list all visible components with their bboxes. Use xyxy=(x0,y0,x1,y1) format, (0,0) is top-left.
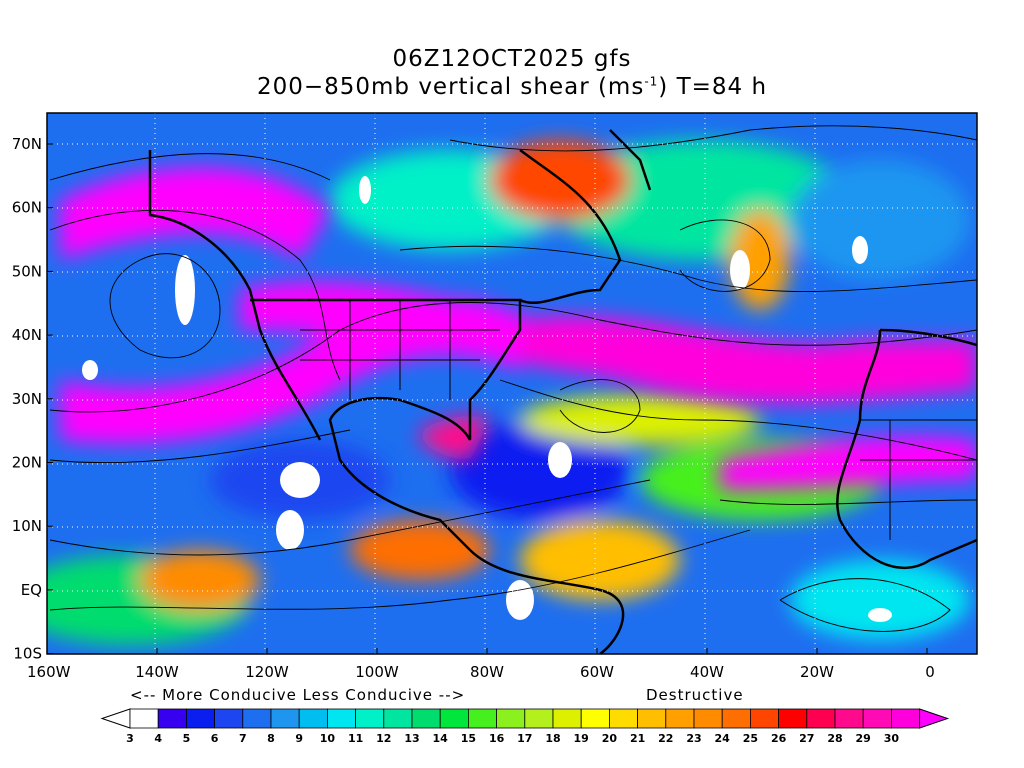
lon-tick-label: 100W xyxy=(355,663,399,681)
map-frame xyxy=(46,112,978,655)
colorbar-swatch xyxy=(326,708,356,729)
colorbar-label: 30 xyxy=(884,732,900,745)
lat-tick-label: EQ xyxy=(21,581,42,599)
colorbar-label: 10 xyxy=(320,732,336,745)
colorbar-swatch xyxy=(778,708,808,729)
longitude-axis: 160W 140W 120W 100W 80W 60W 40W 20W 0 xyxy=(27,663,935,681)
colorbar-label: 15 xyxy=(461,732,476,745)
chart-title-variable: 200−850mb vertical shear (ms-1) T=84 h xyxy=(0,74,1024,100)
lat-tick-label: 10S xyxy=(13,645,42,663)
colorbar-swatch xyxy=(185,708,215,729)
colorbar-swatch xyxy=(524,708,554,729)
lat-tick-label: 40N xyxy=(12,326,42,344)
colorbar-label: 9 xyxy=(295,732,303,745)
colorbar-label: 14 xyxy=(433,732,449,745)
colorbar-swatch xyxy=(157,708,187,729)
colorbar-label: 4 xyxy=(154,732,162,745)
colorbar-label: 26 xyxy=(771,732,787,745)
lat-tick-label: 50N xyxy=(12,262,42,280)
colorbar-label: 27 xyxy=(799,732,814,745)
colorbar-swatch xyxy=(693,708,723,729)
colorbar-swatch xyxy=(383,708,413,729)
lon-tick-label: 20W xyxy=(800,663,834,681)
colorbar-underflow xyxy=(100,708,131,729)
legend-note-destructive: Destructive xyxy=(646,686,744,704)
latitude-axis: 70N 60N 50N 40N 30N 20N 10N EQ 10S xyxy=(12,135,42,663)
lon-tick-label: 40W xyxy=(690,663,724,681)
lon-tick-label: 60W xyxy=(580,663,614,681)
colorbar-swatch xyxy=(355,708,385,729)
lat-tick-label: 60N xyxy=(12,199,42,217)
coastlines xyxy=(148,129,977,654)
colorbar-label: 24 xyxy=(715,732,731,745)
colorbar-label: 23 xyxy=(686,732,701,745)
title-variable-main: 200−850mb vertical shear (ms xyxy=(256,74,645,100)
chart-title-date: 06Z12OCT2025 gfs xyxy=(392,46,632,72)
colorbar-swatch xyxy=(834,708,864,729)
colorbar-label: 19 xyxy=(574,732,589,745)
colorbar-label: 3 xyxy=(126,732,134,745)
lon-tick-label: 0 xyxy=(925,663,935,681)
lat-tick-label: 30N xyxy=(12,390,42,408)
shear-field xyxy=(47,113,977,654)
colorbar-label: 22 xyxy=(658,732,673,745)
colorbar-label: 5 xyxy=(183,732,191,745)
colorbar: 3 4 5 6 7 8 9 10 11 12 13 14 15 16 17 18 19 20 21 22 23 24 25 2… xyxy=(100,708,950,745)
colorbar-swatch xyxy=(467,708,497,729)
legend-note-conducive: <-- More Conducive Less Conducive --> xyxy=(130,686,466,704)
colorbar-swatch xyxy=(721,708,751,729)
title-unit-superscript: -1 xyxy=(644,74,659,89)
colorbar-swatch xyxy=(665,708,695,729)
colorbar-label: 12 xyxy=(376,732,391,745)
colorbar-swatch xyxy=(214,708,244,729)
lat-tick-label: 10N xyxy=(12,517,42,535)
lon-tick-label: 140W xyxy=(135,663,179,681)
lon-tick-label: 120W xyxy=(245,663,289,681)
colorbar-swatch xyxy=(242,708,272,729)
colorbar-swatch xyxy=(862,708,892,729)
colorbar-swatch xyxy=(891,708,921,729)
colorbar-swatch xyxy=(580,708,610,729)
lat-tick-label: 70N xyxy=(12,135,42,153)
colorbar-label: 28 xyxy=(827,732,842,745)
colorbar-swatch xyxy=(439,708,469,729)
colorbar-label: 17 xyxy=(517,732,532,745)
colorbar-label: 20 xyxy=(602,732,618,745)
colorbar-label: 7 xyxy=(239,732,247,745)
colorbar-label: 21 xyxy=(630,732,645,745)
colorbar-swatch xyxy=(496,708,526,729)
colorbar-swatch xyxy=(552,708,582,729)
colorbar-label: 25 xyxy=(743,732,758,745)
tick-marks xyxy=(46,143,928,655)
colorbar-swatch xyxy=(129,708,159,729)
colorbar-swatch xyxy=(609,708,639,729)
colorbar-label: 13 xyxy=(404,732,419,745)
colorbar-label: 11 xyxy=(348,732,363,745)
lon-tick-label: 80W xyxy=(470,663,504,681)
colorbar-overflow xyxy=(919,708,950,729)
streamlines xyxy=(49,125,977,632)
colorbar-label: 16 xyxy=(489,732,505,745)
colorbar-label: 6 xyxy=(211,732,219,745)
title-variable-tail: ) T=84 h xyxy=(658,74,768,100)
colorbar-label: 18 xyxy=(545,732,560,745)
colorbar-swatch xyxy=(750,708,780,729)
political-borders xyxy=(250,299,977,540)
colorbar-swatch xyxy=(411,708,441,729)
grid-lines xyxy=(47,113,977,654)
colorbar-swatch xyxy=(806,708,836,729)
lon-tick-label: 160W xyxy=(27,663,71,681)
colorbar-swatch xyxy=(270,708,300,729)
lat-tick-label: 20N xyxy=(12,454,42,472)
colorbar-swatch xyxy=(298,708,328,729)
colorbar-label: 29 xyxy=(856,732,871,745)
colorbar-swatch xyxy=(637,708,667,729)
colorbar-label: 8 xyxy=(267,732,275,745)
